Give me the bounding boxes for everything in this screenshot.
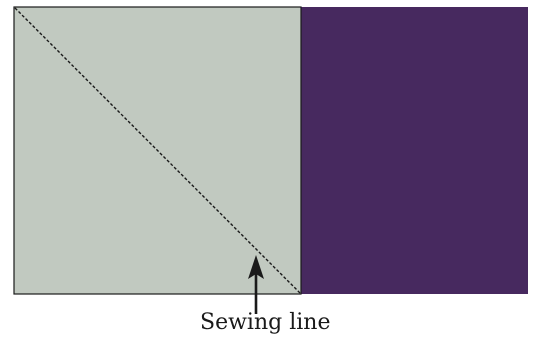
arrow-up-icon [248, 255, 264, 314]
right-fabric-square [301, 7, 528, 294]
sewing-line-label: Sewing line [200, 310, 331, 335]
sewing-line [14, 7, 301, 294]
